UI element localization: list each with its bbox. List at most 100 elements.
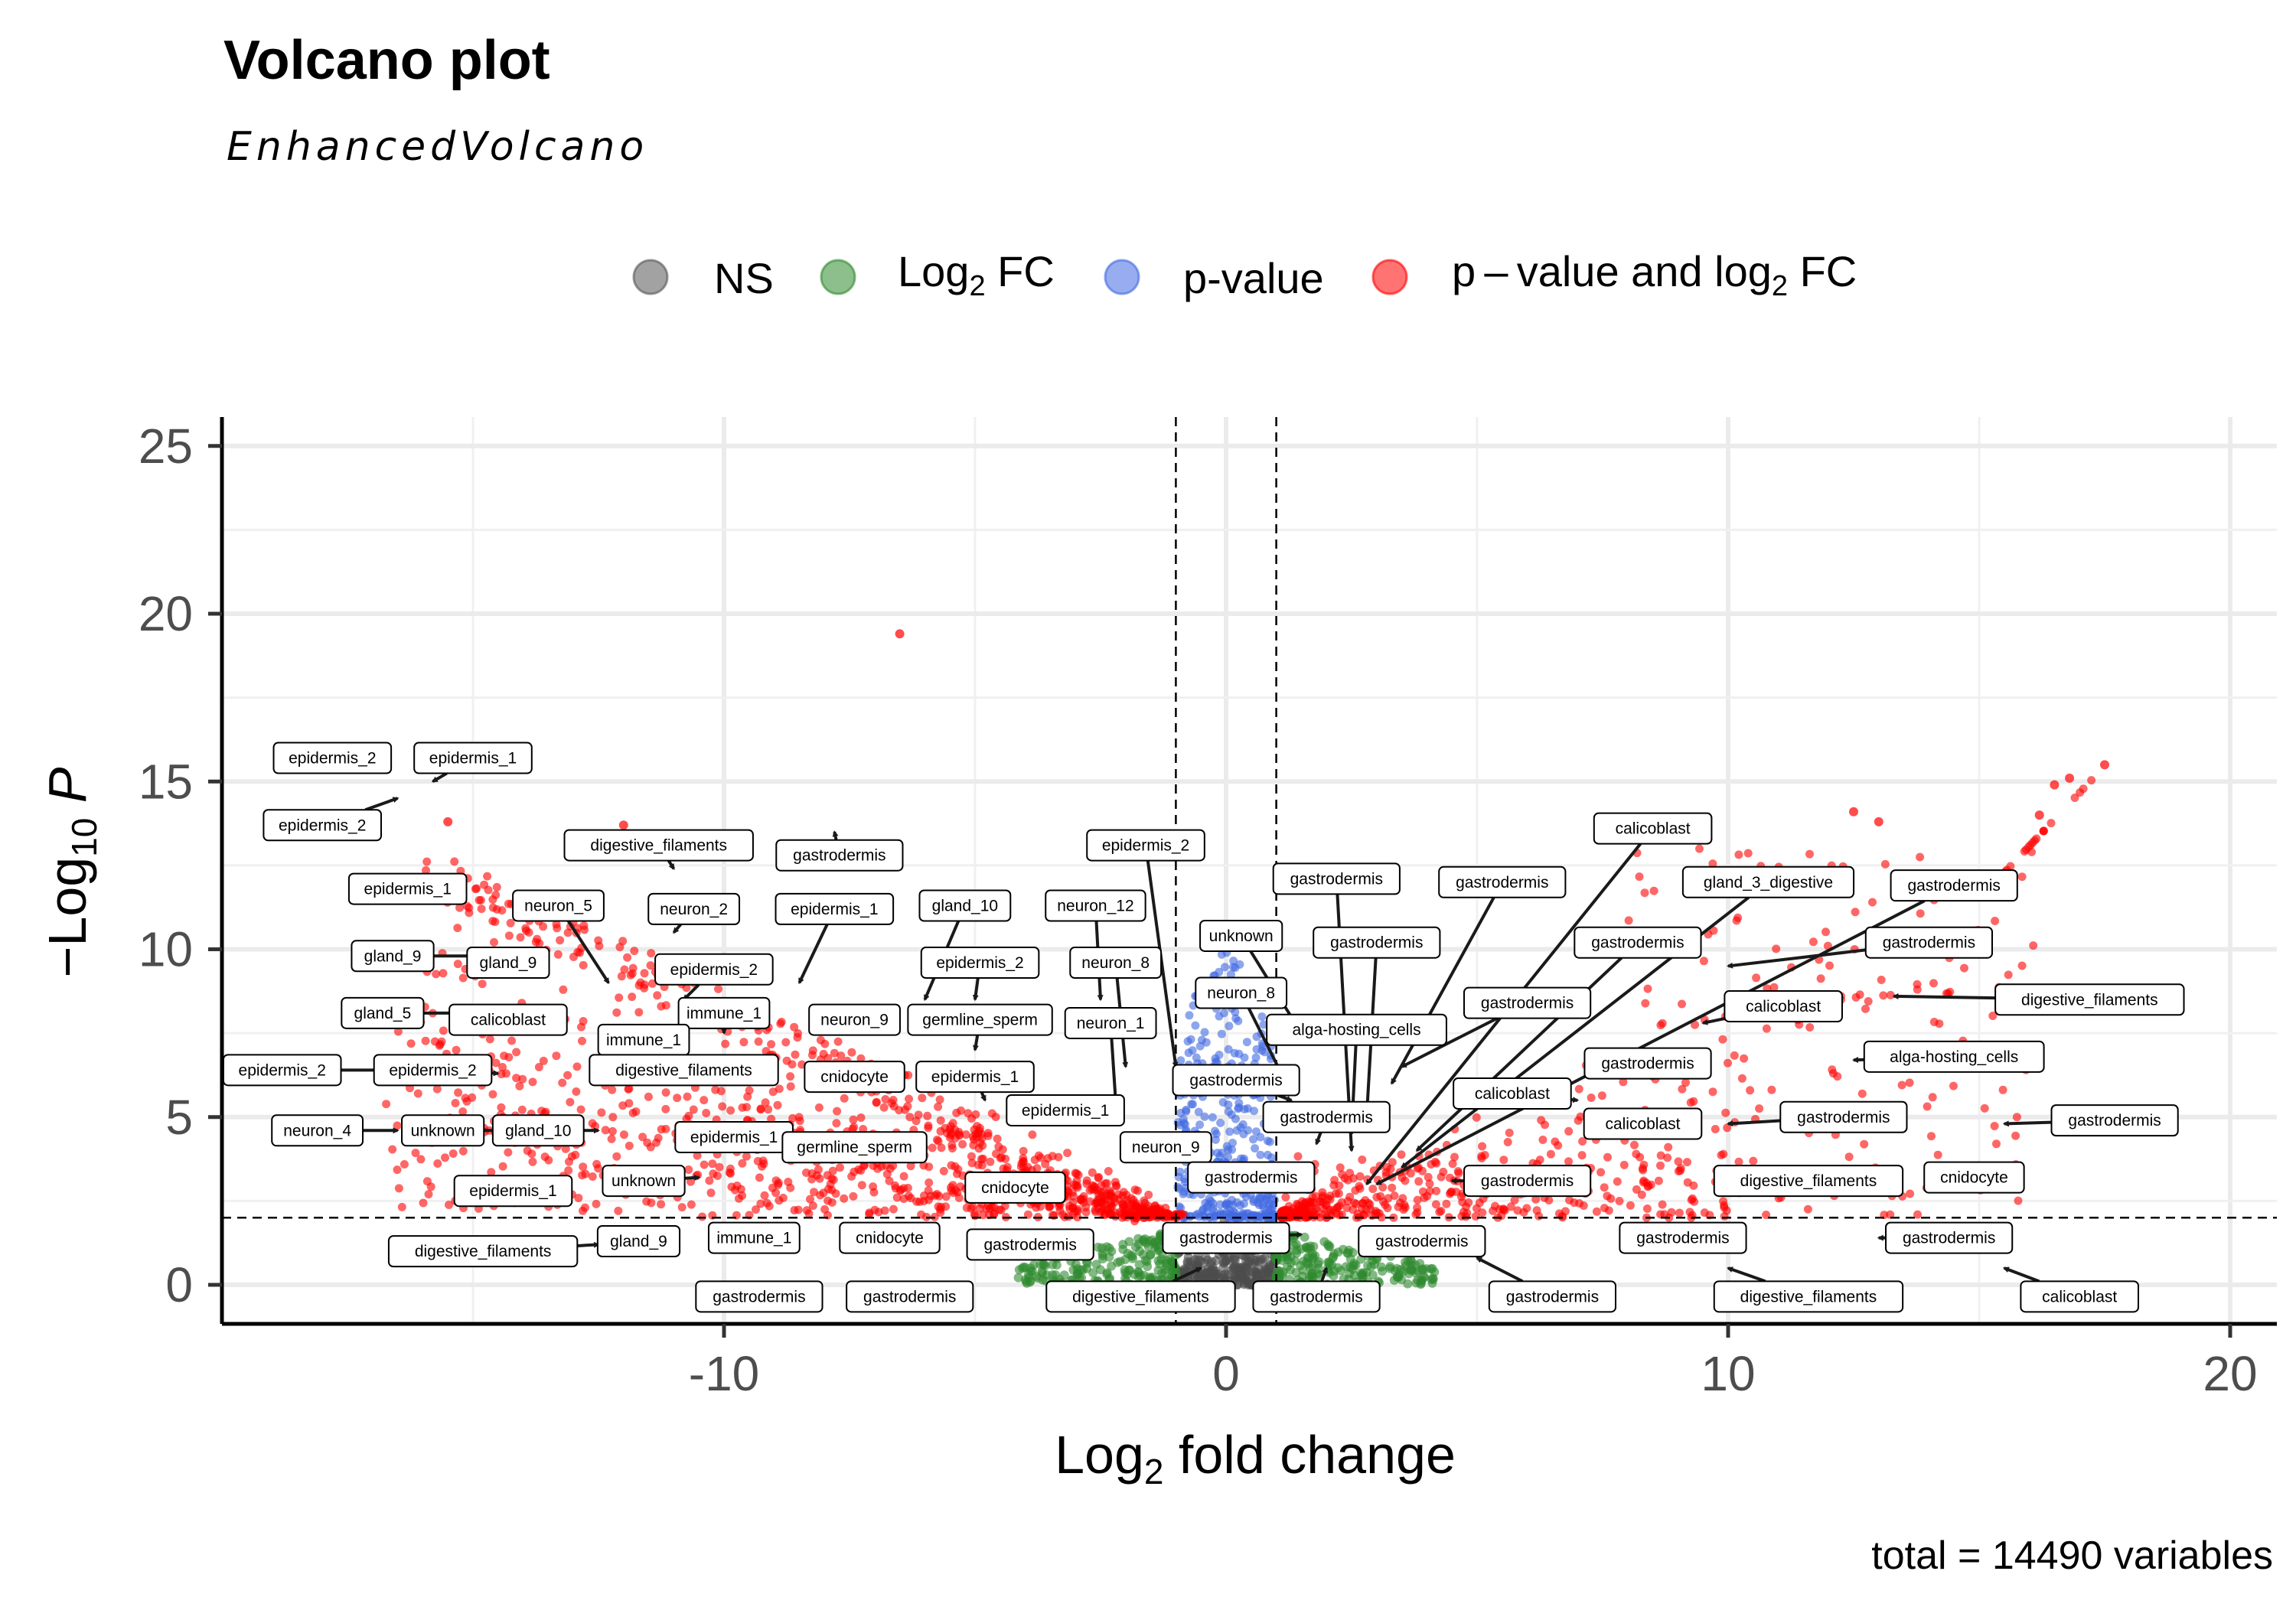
data-point [983,1129,993,1138]
data-point [1097,1188,1106,1197]
data-point [727,1182,736,1191]
data-point [786,1082,795,1091]
data-point [1945,987,1955,996]
y-tick-label: 20 [139,586,193,641]
data-point [2047,819,2056,828]
data-point [1102,1268,1112,1278]
gene-label-box [775,839,904,872]
gene-label-box [647,892,741,925]
data-point [2004,970,2013,980]
data-point [1743,849,1753,858]
data-point [483,872,492,881]
data-point [1592,1207,1601,1216]
data-point [1632,1185,1641,1194]
data-point [2017,872,2027,882]
data-point [439,1026,448,1035]
data-point [578,1036,586,1045]
data-point [1336,1163,1345,1172]
gene-label: gastrodermis [1903,1230,1995,1247]
data-point [1740,1054,1749,1063]
data-point [761,1098,770,1107]
data-point [612,1152,621,1161]
data-point [1574,1116,1583,1125]
data-point [833,1037,843,1046]
data-point [1238,1213,1247,1222]
data-point [1193,1251,1203,1261]
data-point [1201,1198,1210,1208]
data-point [1071,1169,1080,1178]
data-point [1294,1202,1303,1211]
data-point [553,950,563,959]
gene-label: digestive_filaments [615,1061,752,1079]
data-point [661,1088,670,1097]
data-point [677,1203,687,1212]
gene-label: gastrodermis [1290,870,1383,888]
data-point [1077,1195,1085,1204]
data-point [1695,844,1704,853]
data-point [1224,1100,1233,1110]
data-point [1656,1161,1665,1170]
data-point [1201,1252,1211,1262]
data-point [865,1210,874,1218]
data-point [885,1176,894,1185]
label-connector [1476,1257,1524,1283]
gene-label-box [373,1054,493,1087]
data-point [620,965,629,974]
gene-label: gland_9 [480,954,537,972]
data-point [1355,1182,1364,1191]
data-point [947,1161,956,1170]
data-point [1256,1255,1266,1265]
gene-label: gland_9 [364,947,422,965]
data-point [1678,999,1686,1009]
label-connector [1892,993,1996,1000]
data-point [388,1145,397,1154]
data-point [1463,1208,1472,1217]
data-point [872,1098,881,1107]
gene-label-box [387,1235,579,1268]
data-point [594,936,603,945]
gene-label: gastrodermis [1506,1288,1599,1305]
data-point [1749,1156,1758,1165]
data-point [962,1203,971,1212]
gene-label-box [846,1280,974,1313]
gene-label-box [448,1003,568,1036]
data-point [1268,1195,1277,1204]
data-point [924,1121,933,1130]
data-point [534,1063,543,1071]
data-point [2028,838,2037,847]
data-point [1630,1140,1639,1149]
gene-label-box [1086,829,1205,862]
gene-label: unknown [411,1122,475,1139]
data-point [1229,957,1238,966]
data-point [517,1105,527,1114]
data-point [934,1136,943,1146]
gene-label-box [453,1175,573,1208]
gene-label: calicoblast [471,1012,546,1029]
data-point [889,1204,898,1214]
data-point [579,960,588,970]
data-point [1295,1208,1304,1217]
data-point [1219,1009,1228,1018]
data-point [1849,807,1858,817]
gene-label-box [413,742,533,774]
data-point [497,1103,506,1112]
data-point [1355,1172,1365,1181]
data-point [1104,1205,1112,1214]
data-point [1687,1213,1696,1222]
data-point [1191,1021,1200,1030]
data-point [1150,1238,1159,1248]
data-point [647,1198,656,1208]
data-point [1013,1273,1023,1283]
data-point [1348,1264,1358,1274]
data-point [869,1182,878,1191]
data-point [1506,1202,1515,1211]
data-point [628,1108,638,1117]
data-point [738,1191,747,1200]
data-point [422,857,432,866]
data-point [1225,1022,1234,1031]
gene-label-box [1864,926,1994,959]
gene-label-box [677,996,771,1029]
data-point [1023,1162,1032,1172]
data-point [1329,1271,1339,1281]
label-connector [832,830,839,841]
